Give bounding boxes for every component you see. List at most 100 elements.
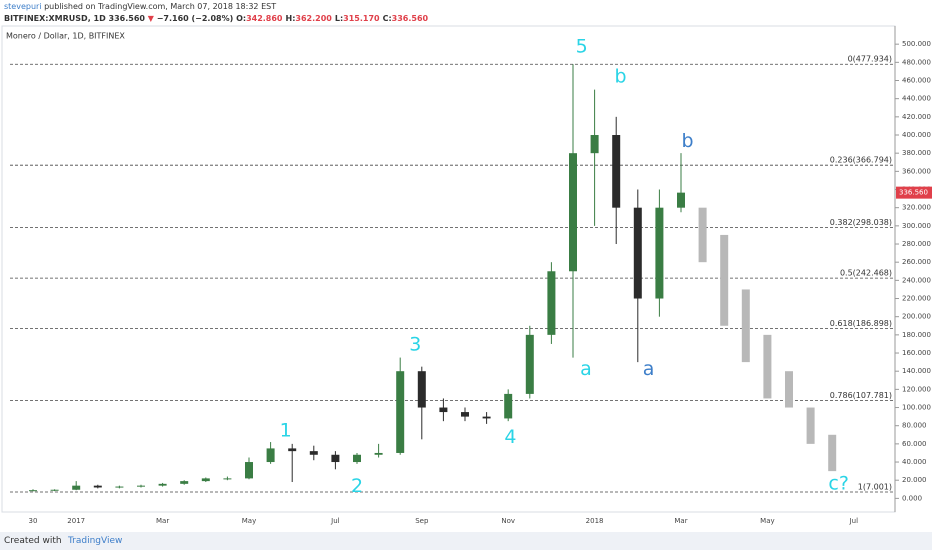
candle-body [633,207,642,299]
wave-label: 2 [351,475,363,497]
fib-label: 0(477.934) [848,55,892,64]
y-tick-label: 260.000 [902,258,931,266]
y-tick-label: 120.000 [902,385,931,393]
wave-label: c? [828,472,849,494]
wave-label: a [580,358,592,380]
ohlc-value: 342.860 [246,14,283,23]
candle-body [288,448,297,452]
candle-body [137,485,145,487]
wave-label: 3 [409,333,421,355]
fib-label: 0.382(298.038) [830,218,892,227]
symbol-line: BITFINEX:XMRUSD, 1D 336.560 ▼ −7.160 (−2… [4,14,431,23]
published: published on TradingView.com, March 07, … [44,2,277,11]
y-tick-label: 60.000 [902,440,927,448]
ohlc-key: C: [382,14,392,23]
last-price-tag [896,186,932,199]
x-tick-label: Jul [330,517,340,525]
candle-body [504,393,513,419]
wave-label: b [681,130,693,152]
last-price-label: 336.560 [899,189,928,197]
candle-body [655,207,664,299]
x-tick-label: 2017 [67,517,85,525]
projection-bar [828,434,837,472]
candle-body [461,412,469,417]
candle-body [374,452,383,455]
y-tick-label: 280.000 [902,240,931,248]
candle-body [115,486,124,488]
candle-body [590,135,599,154]
arrow: ▼ [147,14,154,23]
candle-body [331,454,340,463]
footer: Created with TradingView [0,532,932,550]
y-tick-label: 240.000 [902,276,931,284]
y-tick-label: 460.000 [902,77,931,85]
wave-label: 1 [280,420,292,442]
candle-body [180,481,189,484]
y-tick-label: 180.000 [902,331,931,339]
candle-body [677,192,685,208]
candle-body [309,451,318,455]
ohlc-key: L: [334,14,344,23]
y-tick-label: 360.000 [902,167,931,175]
x-tick-label: Jul [849,517,859,525]
candle-body [417,371,426,408]
y-tick-label: 140.000 [902,367,931,375]
chart: Monero / Dollar, 1D, BITFINEX 0.000 20.00… [1,25,932,525]
wave-label: 5 [576,35,588,57]
candle-body [266,448,275,463]
symbol: BITFINEX:XMRUSD, 1D [4,14,106,23]
fib-label: 0.618(186.898) [830,319,892,328]
fib-label: 0.786(107.781) [830,391,892,400]
ohlc-value: 362.200 [295,14,332,23]
y-tick-label: 400.000 [902,131,931,139]
candle-body [72,485,81,490]
ohlc-value: 336.560 [391,14,429,23]
candle-body [569,153,577,272]
created: Created with [4,536,62,546]
candle-body [439,407,448,413]
projection-bar [741,289,750,363]
author[interactable]: stevepuri [4,2,42,11]
y-tick-label: 420.000 [902,113,931,121]
y-tick-label: 440.000 [902,95,931,103]
candle-body [547,271,556,335]
x-tick-label: Sep [415,517,429,525]
projection-bar [763,334,772,399]
candle-body [353,454,361,463]
candle-body [50,489,59,491]
change: −7.160 (−2.08%) [156,14,234,23]
y-tick-label: 100.000 [902,404,931,412]
x-tick-label: Mar [674,517,687,525]
candle-body [201,478,210,482]
x-tick-label: Mar [156,517,169,525]
brand[interactable]: TradingView [68,536,123,546]
candle-body [223,478,232,480]
plot-frame [1,25,896,513]
candle-body [525,334,534,394]
y-tick-label: 220.000 [902,295,931,303]
x-tick-label: Nov [501,517,515,525]
fib-label: 1(7.001) [858,483,892,492]
y-tick-label: 500.000 [902,40,931,48]
x-tick-label: May [242,517,256,525]
wave-label: a [643,358,655,380]
candle-body [396,371,405,453]
x-tick-label: May [760,517,774,525]
ohlc-key: O: [236,14,247,23]
candle-body [612,135,621,208]
wave-label: b [614,65,626,87]
y-tick-label: 320.000 [902,204,931,212]
publish-line: stevepuri published on TradingView.com, … [4,2,276,11]
candle-body [245,462,253,479]
last: 336.560 [108,14,145,23]
y-tick-label: 20.000 [902,476,927,484]
candle-body [482,416,491,419]
fib-label: 0.5(242.468) [840,269,892,278]
y-tick-label: 0.000 [902,494,922,502]
candle-body [29,490,37,492]
candle-body [158,483,167,486]
y-tick-label: 480.000 [902,58,931,66]
y-tick-label: 160.000 [902,349,931,357]
wave-label: 4 [504,426,516,448]
